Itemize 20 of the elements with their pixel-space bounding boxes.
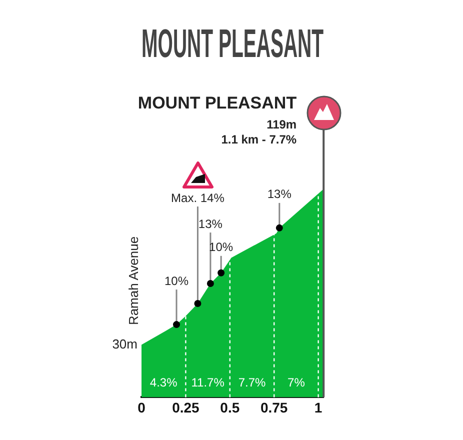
text: Ramah Avenue [126,236,142,326]
text: MOUNT PLEASANT [138,94,298,113]
annotation: Max. 14% [171,190,225,205]
annotation: 7% [288,376,306,390]
annotation: 7.7% [238,376,266,390]
annotation: 4.3% [150,376,178,390]
x-tick-label: 1 [314,399,322,416]
annotation: 11.7% [191,376,225,390]
x-tick-label: 0.5 [220,399,240,416]
annotation: 30m [112,336,138,352]
text: 1.1 km - 7.7% [221,132,297,146]
chart-title: MOUNT PLEASANT [142,21,324,66]
annotation: 13% [198,216,223,231]
x-tick-label: 0.25 [172,399,200,416]
x-tick-label: 0 [138,399,146,416]
x-tick-label: 0.75 [260,399,288,416]
text: 119m [266,117,297,132]
annotation: 10% [164,274,189,288]
annotation: 13% [267,187,292,202]
annotation: 10% [209,240,234,254]
